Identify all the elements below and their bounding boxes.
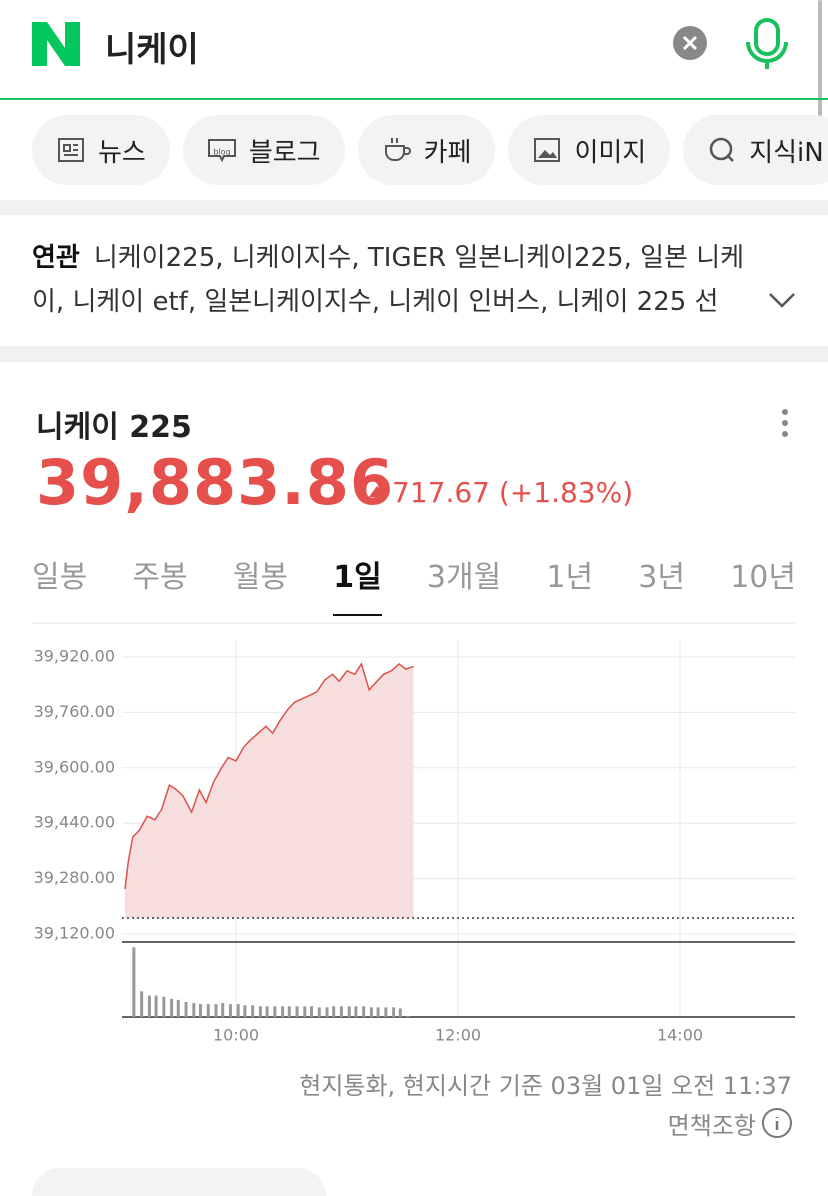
card (32, 1168, 326, 1196)
volume-bar (236, 1004, 240, 1017)
volume-bar (140, 991, 144, 1017)
separator (0, 200, 828, 215)
x-tick-label: 14:00 (657, 1026, 703, 1045)
volume-bar (221, 1003, 225, 1017)
stock-change: 717.67 (+1.83%) (392, 476, 634, 509)
volume-bar (347, 1006, 351, 1017)
volume-bar (369, 1007, 373, 1017)
tab-label: 뉴스 (98, 137, 146, 168)
more-icon[interactable] (782, 409, 788, 437)
y-tick-label: 39,440.00 (34, 813, 115, 832)
volume-bar (258, 1006, 262, 1017)
volume-bar (170, 998, 174, 1017)
clear-icon (682, 35, 698, 51)
period-tab[interactable]: 주봉 (132, 560, 188, 595)
tab-icon (709, 137, 735, 162)
tab-icon (534, 138, 561, 162)
separator (0, 346, 828, 362)
volume-bar (406, 1015, 410, 1017)
volume-bar (265, 1006, 269, 1017)
chart: 39,920.00 39,760.00 39,600.00 39,440.00 39,2… (34, 640, 795, 1045)
search-query[interactable]: 니케이 (105, 30, 199, 70)
volume-bar (243, 1005, 247, 1017)
tab-bar: 뉴스 blog 블로그 카페 이미지 지식iN (32, 115, 828, 185)
volume-bar (317, 1007, 321, 1017)
volume-bar (398, 1008, 402, 1017)
stock-name: 니케이 225 (36, 410, 192, 445)
volume-bar (214, 1004, 218, 1017)
volume-bar (339, 1006, 343, 1017)
volume-bar (384, 1007, 388, 1017)
tab[interactable]: 이미지 (508, 115, 671, 185)
tab[interactable]: 지식iN (683, 115, 828, 185)
tab-icon: blog (207, 139, 236, 163)
period-tab[interactable]: 1일 (333, 552, 382, 616)
y-tick-label: 39,280.00 (34, 868, 115, 887)
info-icon[interactable] (762, 1108, 792, 1138)
x-tick-label: 10:00 (213, 1026, 259, 1045)
logo[interactable] (32, 22, 80, 66)
stock-price: 39,883.86 (36, 446, 395, 519)
volume-bar (325, 1007, 329, 1017)
tab[interactable]: 뉴스 (32, 115, 170, 185)
related-label: 연관 (32, 243, 80, 273)
volume-bar (192, 1003, 196, 1017)
volume-bar (392, 1007, 396, 1017)
volume-bar (295, 1006, 299, 1017)
volume-bar (362, 1006, 366, 1017)
related-text[interactable]: 니케이225, 니케이지수, TIGER 일본니케이225, 일본 니케이, 니… (32, 243, 745, 317)
period-tab[interactable]: 1년 (546, 560, 594, 595)
tab-label: 카페 (423, 137, 472, 168)
mic-button[interactable] (746, 18, 788, 69)
volume-bar (147, 995, 151, 1017)
blog-icon-text: blog (213, 148, 230, 157)
y-tick-label: 39,120.00 (34, 924, 115, 943)
volume-bar (132, 947, 136, 1017)
volume-bar (332, 1006, 336, 1017)
y-tick-label: 39,600.00 (34, 757, 115, 776)
related-searches: 연관 니케이225, 니케이지수, TIGER 일본니케이225, 일본 니케이,… (32, 236, 772, 324)
scrollbar (818, 0, 822, 120)
volume-bar (251, 1005, 255, 1017)
volume-bar (154, 995, 158, 1017)
x-tick-label: 12:00 (435, 1026, 481, 1045)
tab[interactable]: 카페 (357, 115, 496, 185)
y-tick-label: 39,920.00 (34, 647, 115, 666)
period-tab[interactable]: 3년 (638, 560, 685, 595)
tab-icon (58, 138, 84, 162)
period-tab[interactable]: 일봉 (32, 560, 88, 595)
area (125, 663, 414, 918)
volume-bar (198, 1004, 202, 1017)
disclaimer[interactable]: 면책조항 (667, 1112, 756, 1140)
volume-bar (184, 1002, 188, 1017)
expand-icon[interactable] (769, 293, 795, 308)
volume-bar (273, 1006, 277, 1017)
tab-label: 지식iN (749, 137, 824, 168)
volume-bar (176, 999, 180, 1017)
volume-bar (162, 996, 166, 1017)
y-tick-label: 39,760.00 (34, 702, 115, 721)
tab[interactable]: blog 블로그 (182, 115, 345, 185)
period-tab[interactable]: 월봉 (232, 560, 289, 595)
up-icon (369, 486, 385, 497)
period-tab[interactable]: 10년 (730, 560, 796, 595)
basis: 현지통화, 현지시간 기준 03월 01일 오전 11:37 (299, 1072, 792, 1100)
volume-bar (354, 1006, 358, 1017)
period-tabs: 일봉 주봉 월봉 1일 3개월 1년 3년 10년 (32, 552, 796, 616)
tab-label: 이미지 (574, 137, 647, 168)
price-line (124, 662, 414, 890)
volume-bar (281, 1006, 285, 1017)
period-tab[interactable]: 3개월 (426, 560, 502, 595)
tab-icon (384, 138, 411, 161)
volume-bar (228, 1004, 232, 1017)
volume-bar (309, 1006, 313, 1017)
volume-bar (206, 1004, 210, 1017)
volume-bar (303, 1006, 307, 1017)
volume-bar (376, 1007, 380, 1017)
volume-bar (287, 1006, 291, 1017)
tab-label: 블로그 (248, 137, 321, 168)
